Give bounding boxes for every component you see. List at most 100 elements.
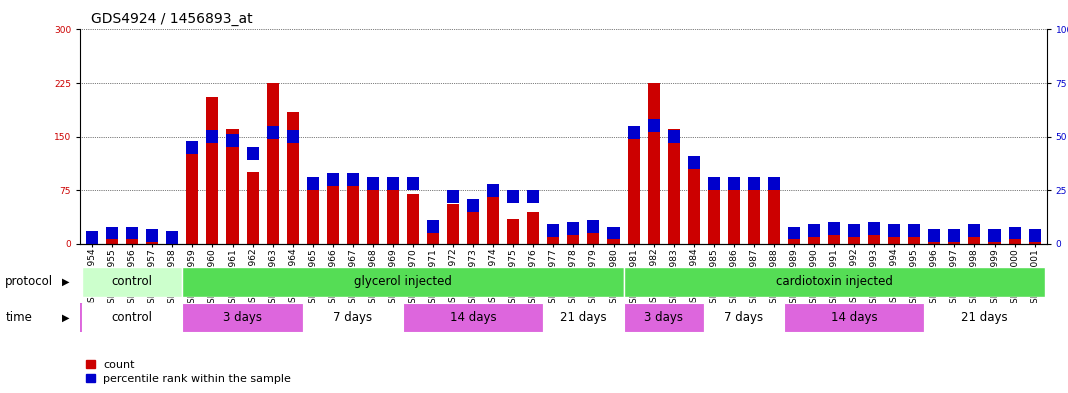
Bar	[889, 230, 900, 244]
Bar	[868, 222, 880, 235]
Bar	[226, 134, 238, 147]
Bar	[146, 238, 158, 244]
Bar	[487, 197, 499, 244]
Bar	[784, 303, 924, 332]
Bar	[302, 303, 403, 332]
Bar	[628, 133, 640, 244]
Bar	[467, 199, 480, 211]
Bar	[1028, 235, 1040, 244]
Bar	[969, 224, 980, 237]
Bar	[307, 177, 318, 190]
Bar	[366, 187, 379, 244]
Bar	[928, 233, 940, 244]
Bar	[704, 303, 784, 332]
Bar	[948, 233, 960, 244]
Text: 14 days: 14 days	[831, 311, 878, 324]
Bar	[387, 187, 399, 244]
Bar	[727, 177, 740, 190]
Bar	[87, 240, 98, 244]
Bar	[187, 141, 199, 154]
Bar	[1008, 233, 1021, 244]
Bar	[467, 208, 480, 244]
Bar	[688, 165, 700, 244]
Bar	[1008, 226, 1021, 239]
Bar	[688, 156, 700, 169]
Bar	[403, 303, 544, 332]
Text: 7 days: 7 days	[333, 311, 373, 324]
Bar	[727, 187, 740, 244]
Bar	[708, 187, 720, 244]
Bar	[647, 83, 660, 244]
Bar	[206, 130, 219, 143]
Bar	[167, 231, 178, 244]
Bar	[748, 177, 760, 190]
Bar	[286, 130, 299, 143]
Bar	[969, 230, 980, 244]
Text: 3 days: 3 days	[223, 311, 262, 324]
Text: 3 days: 3 days	[644, 311, 684, 324]
Bar	[889, 224, 900, 237]
Bar	[183, 267, 624, 297]
Bar	[808, 224, 820, 237]
Bar	[528, 190, 539, 203]
Bar	[587, 230, 599, 244]
Bar	[924, 303, 1045, 332]
Bar	[407, 194, 419, 244]
Text: time: time	[5, 311, 32, 324]
Text: control: control	[112, 275, 153, 288]
Bar	[768, 177, 780, 190]
Bar	[407, 177, 419, 190]
Bar	[608, 226, 619, 239]
Bar	[608, 233, 619, 244]
Bar	[187, 151, 199, 244]
Bar	[708, 177, 720, 190]
Bar	[447, 190, 459, 203]
Bar	[567, 230, 580, 244]
Bar	[126, 238, 138, 244]
Bar	[106, 238, 119, 244]
Text: ▶: ▶	[62, 277, 69, 287]
Bar	[347, 176, 359, 244]
Bar	[868, 230, 880, 244]
Bar	[989, 229, 1001, 242]
Bar	[989, 235, 1001, 244]
Bar	[748, 187, 760, 244]
Bar	[87, 231, 98, 244]
Bar	[507, 219, 519, 244]
Text: GDS4924 / 1456893_at: GDS4924 / 1456893_at	[91, 12, 252, 26]
Bar	[668, 130, 679, 143]
Bar	[82, 303, 183, 332]
Bar	[167, 240, 178, 244]
Bar	[267, 126, 279, 139]
Bar	[768, 187, 780, 244]
Bar	[327, 173, 339, 186]
Bar	[547, 224, 560, 237]
Bar	[587, 220, 599, 233]
Text: 21 days: 21 days	[961, 311, 1008, 324]
Text: control: control	[112, 311, 153, 324]
Bar	[928, 229, 940, 242]
Bar	[286, 112, 299, 244]
Bar	[347, 173, 359, 186]
Bar	[307, 179, 318, 244]
Bar	[788, 233, 800, 244]
Text: glycerol injected: glycerol injected	[354, 275, 452, 288]
Text: 7 days: 7 days	[724, 311, 764, 324]
Bar	[624, 267, 1045, 297]
Text: ▶: ▶	[62, 312, 69, 322]
Bar	[447, 204, 459, 244]
Bar	[106, 226, 119, 239]
Text: 14 days: 14 days	[450, 311, 497, 324]
Bar	[146, 229, 158, 242]
Bar	[828, 222, 841, 235]
Bar	[507, 190, 519, 203]
Bar	[528, 211, 539, 244]
Bar	[82, 267, 183, 297]
Bar	[628, 126, 640, 139]
Bar	[908, 224, 921, 237]
Bar	[848, 231, 860, 244]
Bar	[247, 172, 258, 244]
Bar	[647, 119, 660, 132]
Bar	[547, 233, 560, 244]
Bar	[668, 129, 679, 244]
